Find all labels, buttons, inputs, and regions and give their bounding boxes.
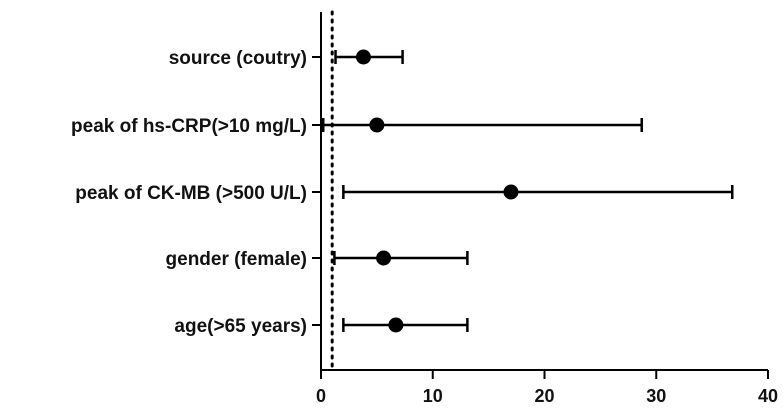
point-estimate [355,49,371,65]
x-tick-label: 40 [758,386,778,406]
category-label: gender (female) [166,249,307,270]
category-labels: source (coutry) peak of hs-CRP(>10 mg/L) p… [71,48,307,337]
point-estimate [369,117,385,133]
point-estimate [388,317,404,333]
category-label: age(>65 years) [174,316,307,337]
point-estimate [503,184,519,200]
x-tick-label: 30 [646,386,666,406]
confidence-intervals [321,50,734,332]
category-label: peak of hs-CRP(>10 mg/L) [71,116,307,137]
axes: 0 10 20 30 40 [312,12,778,406]
x-tick-label: 10 [423,386,443,406]
category-label: source (coutry) [169,48,307,69]
x-tick-label: 0 [316,386,326,406]
category-label: peak of CK-MB (>500 U/L) [75,183,307,204]
x-tick-label: 20 [534,386,554,406]
point-estimate [376,250,392,266]
point-estimates [355,49,519,333]
